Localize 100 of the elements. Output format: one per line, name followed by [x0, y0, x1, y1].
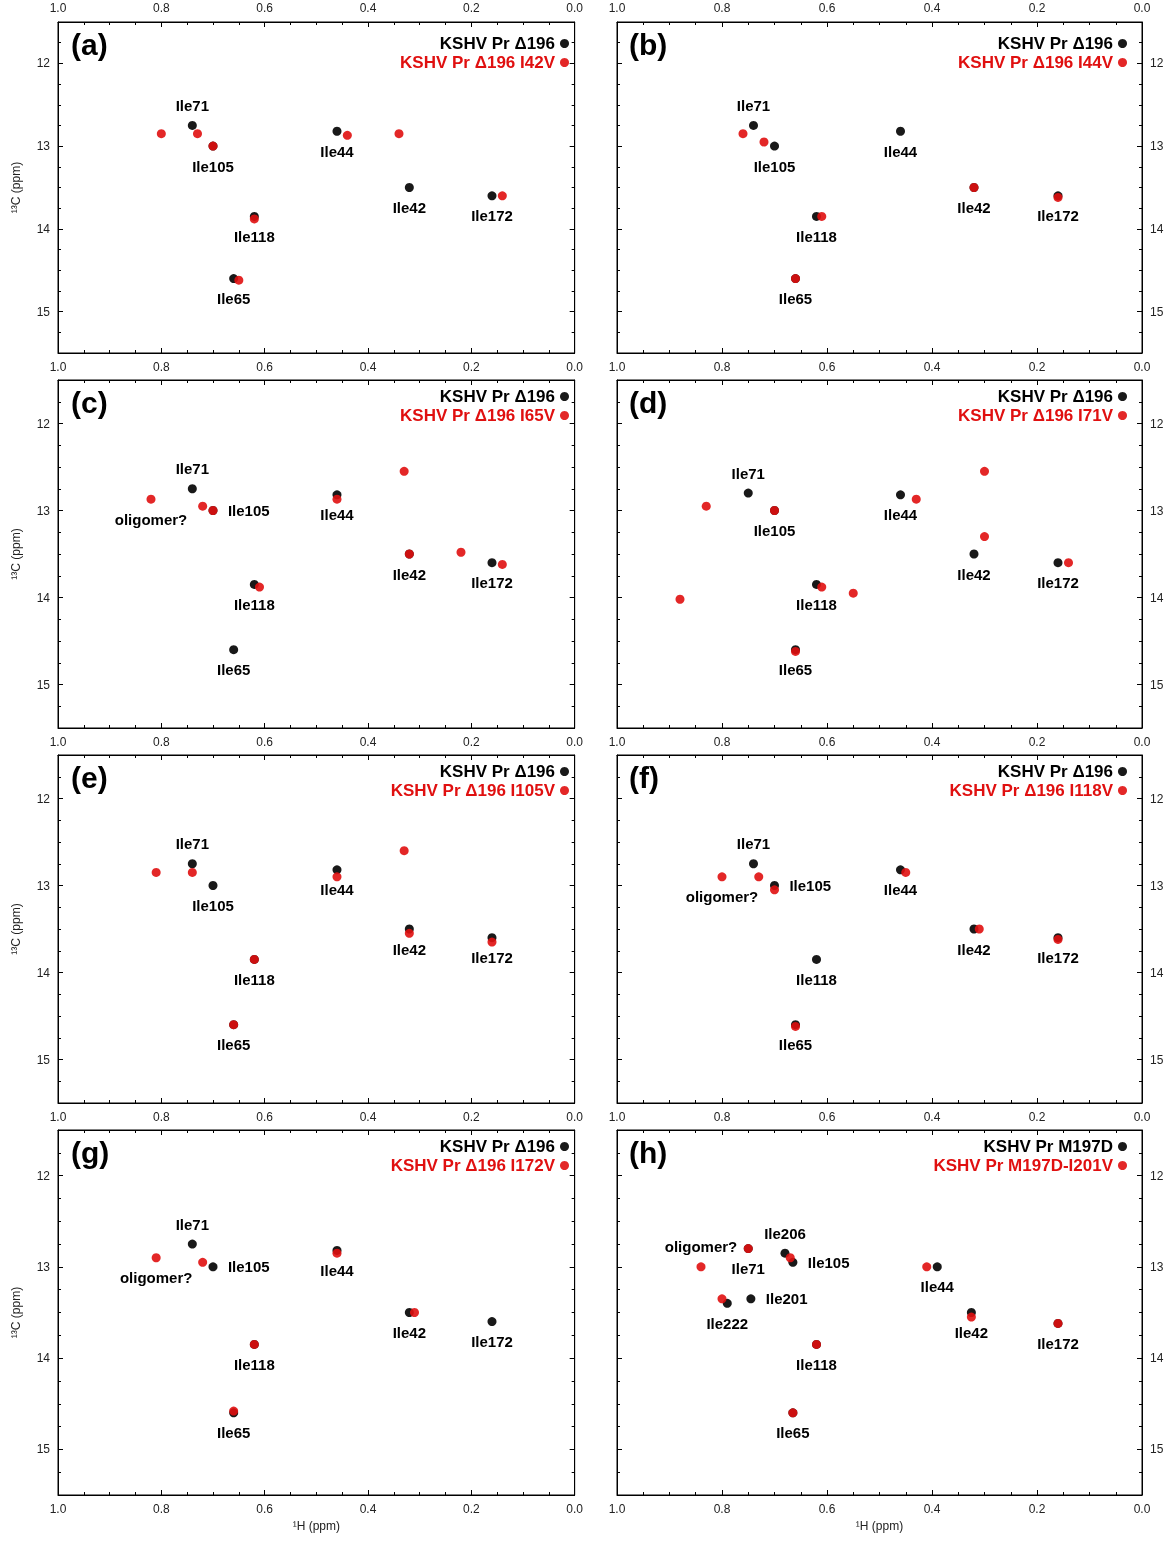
x-tick-label: 1.0 — [608, 1502, 626, 1516]
legend-label: KSHV Pr Δ196 I105V — [390, 781, 556, 800]
annotation: Ile172 — [1037, 207, 1079, 225]
chart-title: (b) — [629, 27, 668, 61]
annotation: Ile172 — [471, 1333, 513, 1351]
x-tick-label: 0.6 — [256, 360, 274, 374]
annotation: Ile44 — [920, 1278, 955, 1296]
x-tick-label: 1.0 — [608, 360, 626, 374]
annotation: Ile71 — [175, 1215, 210, 1233]
y-tick-label: 15 — [36, 304, 51, 319]
annotation: Ile42 — [392, 940, 427, 958]
y-tick-label: 15 — [1150, 1052, 1164, 1067]
x-tick-label: 0.6 — [818, 1110, 836, 1124]
x-tick-label: 0.8 — [713, 735, 731, 749]
x-tick-label: 0.4 — [923, 1502, 941, 1516]
y-tick-label: 12 — [36, 791, 51, 806]
y-tick-label: 12 — [1150, 416, 1164, 431]
legend-label: KSHV Pr Δ196 — [439, 1137, 555, 1156]
annotation: Ile65 — [778, 290, 813, 308]
y-tick-label: 15 — [1150, 304, 1164, 319]
x-tick-label: 0.6 — [256, 1502, 274, 1516]
x-axis-title: ¹H (ppm) — [292, 1518, 340, 1533]
y-tick-label: 14 — [36, 590, 51, 605]
x-tick-label: 0.2 — [462, 1502, 480, 1516]
annotation: Ile44 — [883, 142, 918, 160]
x-tick-label: 0.0 — [1133, 735, 1151, 749]
x2-tick-label: 0.2 — [462, 1, 480, 15]
annotation: Ile71 — [731, 464, 765, 482]
annotation: Ile105 — [753, 522, 796, 539]
x-tick-label: 0.4 — [359, 1110, 377, 1124]
annotation: Ile105 — [192, 157, 234, 175]
y-axis-title: ¹³C (ppm) — [9, 161, 23, 214]
annotation: Ile172 — [1037, 949, 1079, 967]
annotation: Ile172 — [471, 207, 513, 225]
y-axis-title: ¹³C (ppm) — [9, 903, 23, 955]
x-tick-label: 0.6 — [256, 1110, 274, 1124]
x-tick-label: 0.8 — [713, 1502, 731, 1516]
annotation: Ile118 — [796, 227, 837, 245]
x-tick-label: 0.4 — [359, 360, 377, 374]
y-tick-label: 15 — [1150, 677, 1164, 692]
annotation: Ile44 — [883, 881, 918, 899]
y-tick-label: 13 — [1150, 878, 1164, 893]
annotation: Ile201 — [765, 1290, 808, 1308]
annotation: Ile44 — [320, 142, 355, 160]
legend-label: KSHV Pr Δ196 I172V — [390, 1156, 556, 1175]
annotation: Ile172 — [1037, 574, 1079, 592]
y-tick-label: 14 — [1150, 590, 1164, 605]
x-tick-label: 0.0 — [1133, 1502, 1151, 1516]
x2-tick-label: 0.0 — [1133, 1, 1151, 15]
annotation: Ile118 — [796, 595, 837, 613]
legend-label: KSHV Pr Δ196 — [439, 387, 555, 406]
chart-title: (g) — [71, 1135, 110, 1169]
annotation: Ile172 — [1037, 1334, 1079, 1352]
x-tick-label: 1.0 — [49, 735, 67, 749]
annotation: Ile105 — [753, 157, 796, 175]
x-tick-label: 0.8 — [713, 1110, 731, 1124]
x-tick-label: 0.8 — [152, 1502, 170, 1516]
chart-title: (c) — [71, 385, 108, 419]
x-tick-label: 1.0 — [49, 1110, 67, 1124]
annotation: Ile42 — [392, 1324, 427, 1341]
annotation: Ile105 — [227, 1258, 270, 1276]
annotation: Ile105 — [807, 1253, 850, 1271]
annotation: Ile118 — [233, 227, 275, 245]
x-tick-label: 0.2 — [462, 360, 480, 374]
annotation: Ile42 — [957, 565, 991, 583]
legend-label: KSHV Pr Δ196 — [439, 762, 555, 781]
x-tick-label: 0.2 — [462, 1110, 480, 1124]
x2-tick-label: 0.4 — [923, 1, 941, 15]
y-tick-label: 12 — [36, 416, 51, 431]
annotation: Ile42 — [957, 199, 991, 216]
y-tick-label: 15 — [36, 1442, 51, 1457]
y-tick-label: 14 — [1150, 965, 1164, 980]
y-tick-label: 14 — [36, 1351, 51, 1366]
annotation: Ile65 — [776, 1424, 810, 1442]
annotation: Ile172 — [471, 949, 513, 967]
x2-tick-label: 0.2 — [1028, 1, 1046, 15]
x2-tick-label: 0.8 — [152, 1, 170, 15]
x-tick-label: 0.8 — [152, 360, 170, 374]
x-tick-label: 0.4 — [923, 360, 941, 374]
annotation: Ile44 — [320, 881, 355, 899]
x-tick-label: 0.6 — [818, 1502, 836, 1516]
legend-label: KSHV Pr M197D-I201V — [933, 1156, 1114, 1175]
legend-label: KSHV Pr M197D — [983, 1137, 1113, 1156]
x-tick-label: 0.0 — [566, 360, 584, 374]
legend-label: KSHV Pr Δ196 I65V — [400, 406, 556, 425]
annotation: Ile65 — [216, 661, 251, 679]
y-tick-label: 13 — [36, 139, 51, 154]
chart-title: (a) — [71, 27, 108, 61]
x2-tick-label: 0.0 — [566, 1, 584, 15]
x-tick-label: 0.4 — [359, 735, 377, 749]
x-tick-label: 0.4 — [923, 1110, 941, 1124]
annotation: Ile65 — [216, 1036, 251, 1054]
y-tick-label: 13 — [36, 1259, 51, 1274]
annotation: Ile44 — [883, 506, 918, 524]
x-tick-label: 1.0 — [608, 1110, 626, 1124]
annotation: Ile71 — [731, 1260, 765, 1278]
x-tick-label: 1.0 — [49, 360, 67, 374]
annotation: oligomer? — [664, 1238, 738, 1256]
annotation: Ile71 — [736, 835, 771, 853]
x-tick-label: 0.4 — [923, 735, 941, 749]
